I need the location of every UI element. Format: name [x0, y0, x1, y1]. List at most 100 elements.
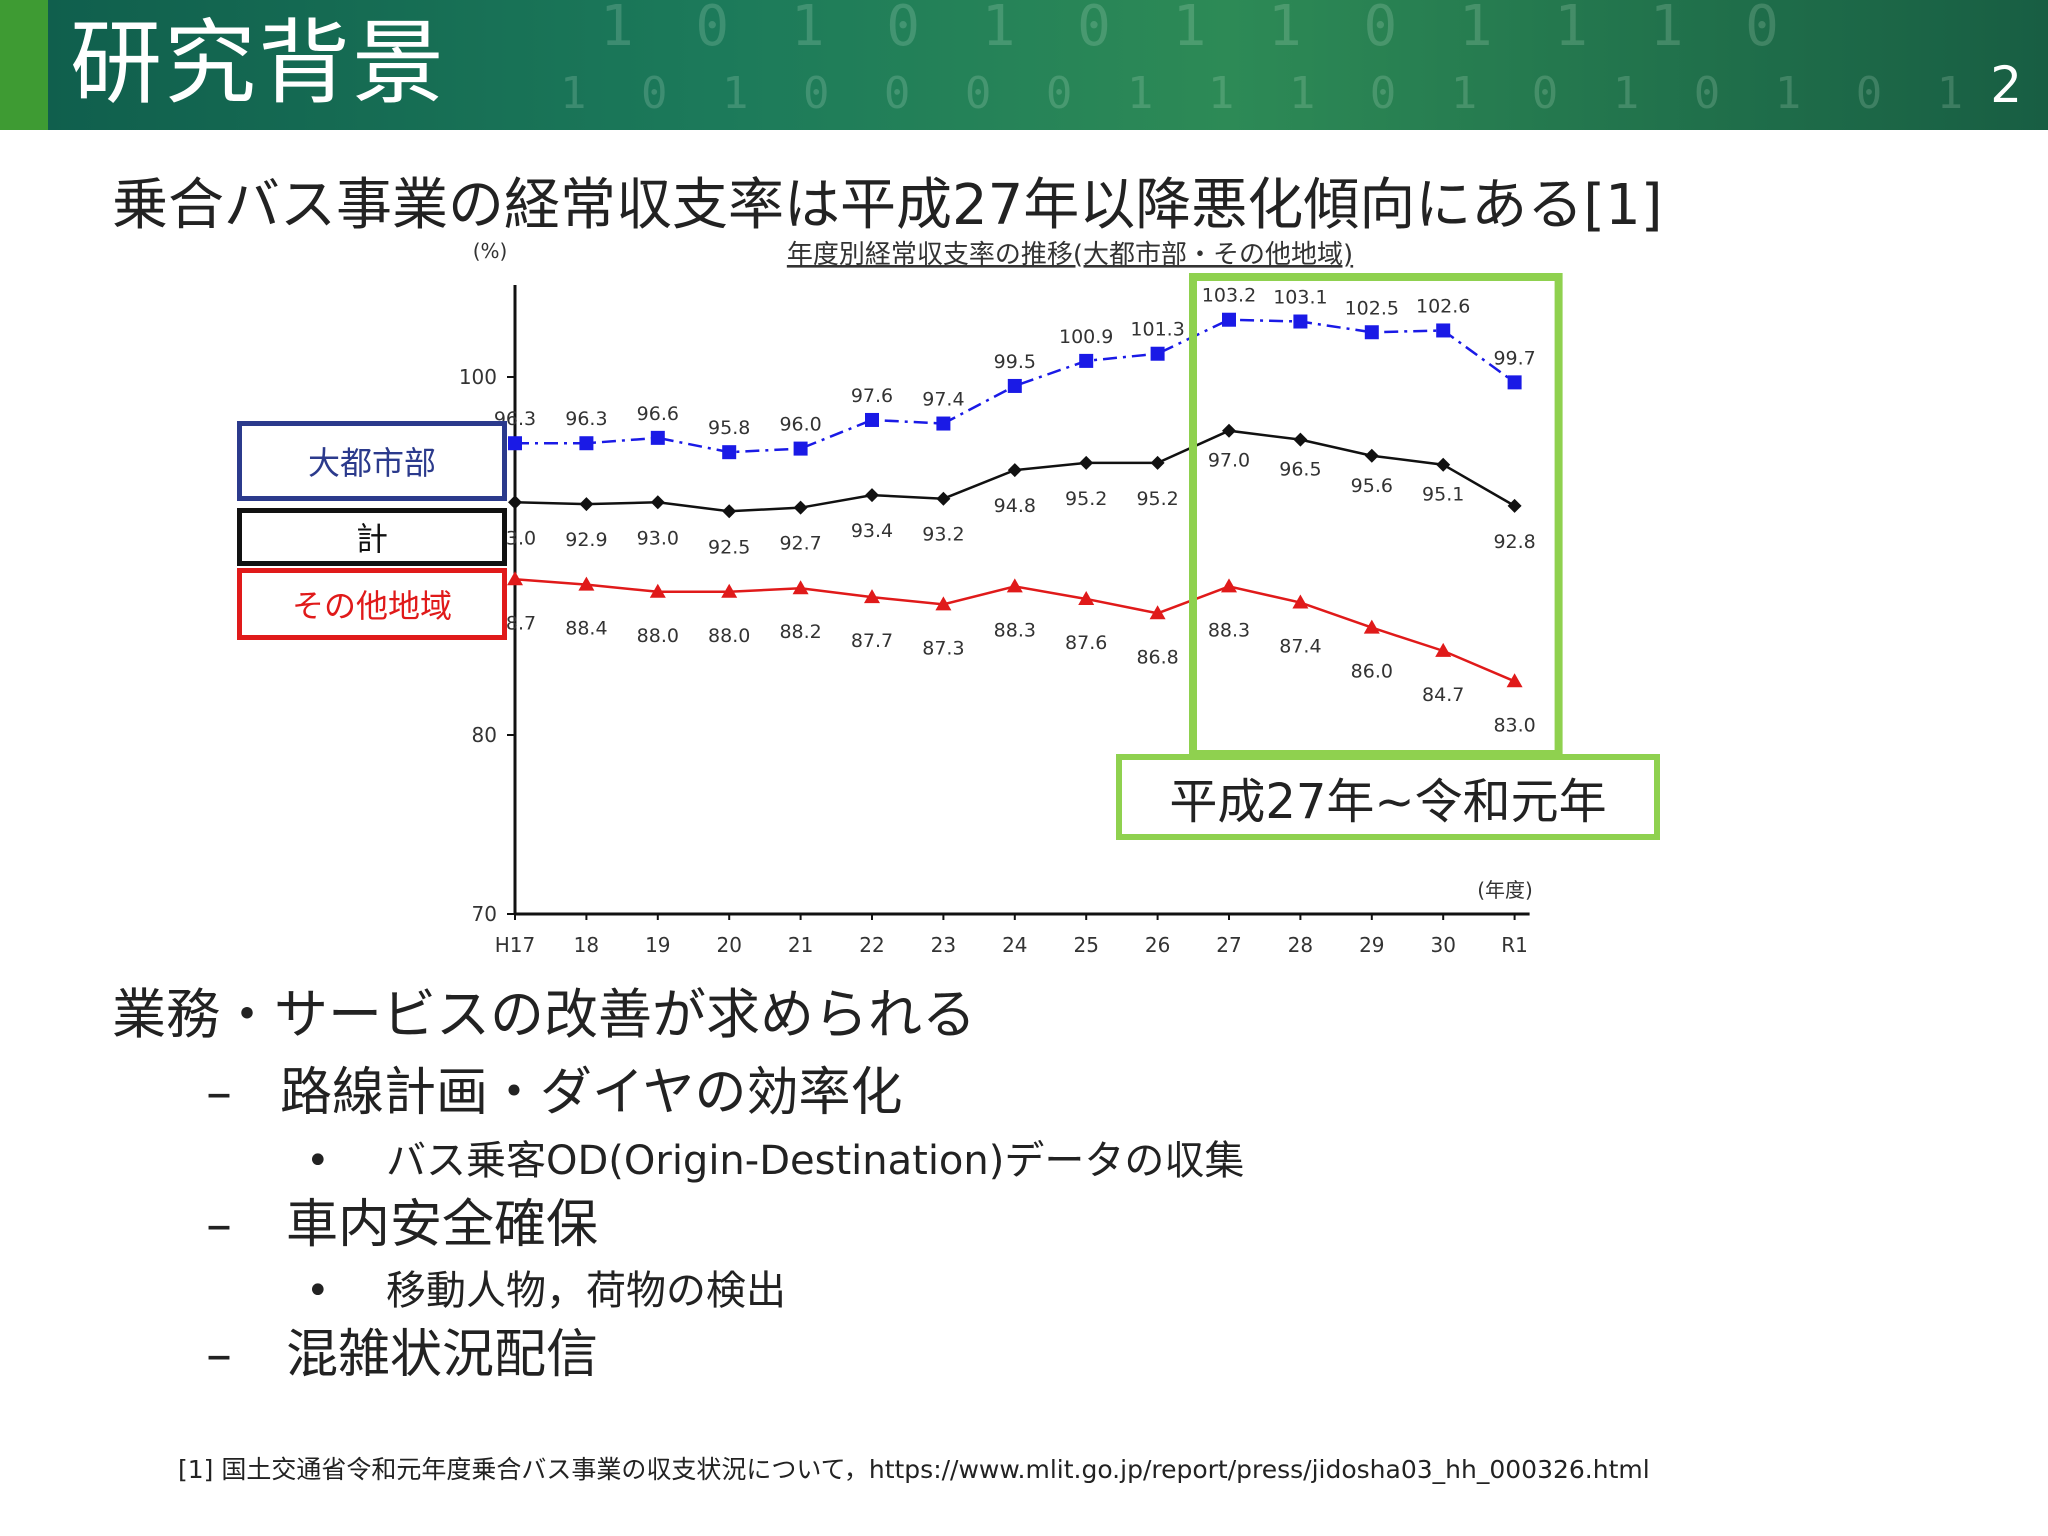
- list-item: – 車内安全確保: [206, 1182, 598, 1257]
- sub-list-item: • バス乗客OD(Origin-Destination)データの収集: [306, 1128, 1244, 1186]
- sub-list-item-label: バス乗客OD(Origin-Destination)データの収集: [386, 1138, 1245, 1184]
- data-point: [508, 436, 522, 451]
- page-number: 2: [1990, 56, 2022, 114]
- data-label: 88.2: [779, 621, 821, 643]
- data-label: 86.0: [1351, 661, 1393, 683]
- data-point: [865, 412, 879, 427]
- data-label: 96.3: [565, 408, 607, 430]
- data-point: [1007, 463, 1022, 478]
- data-point: [1078, 590, 1095, 605]
- main-bullet: 業務・サービスの改善が求められる: [112, 983, 976, 1046]
- data-point: [1293, 432, 1308, 447]
- data-point: [793, 500, 808, 515]
- x-tick-label: 21: [788, 933, 813, 957]
- chart-title: 年度別経常収支率の推移(大都市部・その他地域): [787, 240, 1353, 270]
- data-label: 96.6: [637, 403, 679, 425]
- data-label: 83.0: [1493, 714, 1535, 736]
- chart-x-axis-label: (年度): [1477, 878, 1533, 902]
- data-point: [1292, 594, 1309, 609]
- data-point: [792, 580, 809, 595]
- data-point: [579, 497, 594, 512]
- list-item: – 路線計画・ダイヤの効率化: [206, 1050, 902, 1125]
- highlight-label: 平成27年~令和元年: [1169, 774, 1607, 830]
- data-point: [579, 436, 594, 451]
- list-item: – 混雑状況配信: [206, 1312, 598, 1387]
- y-tick-label: 100: [459, 365, 497, 389]
- data-label: 96.5: [1279, 459, 1321, 481]
- data-point: [936, 416, 951, 431]
- dot-marker: •: [306, 1138, 330, 1184]
- x-tick-label: 30: [1430, 933, 1455, 957]
- highlight-label-box: 平成27年~令和元年: [1116, 754, 1660, 840]
- data-point: [507, 571, 523, 586]
- data-label: 97.4: [922, 389, 964, 411]
- data-label: 93.4: [851, 520, 893, 542]
- data-label: 97.6: [851, 385, 893, 407]
- data-label: 95.8: [708, 417, 750, 439]
- legend-large-city: 大都市部: [237, 421, 507, 501]
- header-binary-decoration: 1 0 1 0 1 0 1 1 0 1 1 1 0: [600, 0, 1793, 59]
- slide-subtitle: 乗合バス事業の経常収支率は平成27年以降悪化傾向にある[1]: [112, 173, 1663, 238]
- legend-other-label: その他地域: [291, 587, 452, 625]
- data-label: 86.8: [1136, 646, 1178, 668]
- x-tick-label: 20: [716, 933, 741, 957]
- x-tick-label: 24: [1002, 933, 1027, 957]
- data-label: 102.6: [1416, 295, 1470, 317]
- sub-list-item: • 移動人物，荷物の検出: [306, 1258, 786, 1316]
- data-point: [1221, 578, 1237, 593]
- legend-large-city-label: 大都市部: [307, 444, 436, 482]
- data-label: 103.1: [1273, 287, 1327, 309]
- data-label: 99.5: [994, 351, 1036, 373]
- data-label: 101.3: [1130, 319, 1184, 341]
- x-tick-label: 18: [574, 933, 599, 957]
- slide-header: 1 0 1 0 1 0 1 1 0 1 1 1 0 1 0 1 0 0 0 0 …: [0, 0, 2048, 130]
- x-tick-label: H17: [495, 933, 536, 957]
- data-point: [935, 596, 952, 611]
- x-tick-label: 25: [1073, 933, 1098, 957]
- sub-list-item-label: 移動人物，荷物の検出: [386, 1268, 786, 1314]
- data-point: [722, 445, 737, 460]
- data-label: 88.0: [637, 625, 679, 647]
- chart-y-axis-label: (%): [473, 239, 508, 263]
- data-point: [1364, 448, 1379, 463]
- data-label: 94.8: [994, 495, 1036, 517]
- data-point: [1435, 642, 1452, 657]
- data-label: 95.6: [1351, 475, 1393, 497]
- legend-total: 計: [237, 508, 507, 566]
- data-point: [1293, 314, 1308, 329]
- header-accent-bar: [0, 0, 48, 130]
- data-point: [1507, 498, 1522, 513]
- x-tick-label: 26: [1145, 933, 1170, 957]
- data-point: [1150, 346, 1165, 361]
- y-tick-label: 80: [472, 723, 497, 747]
- data-label: 88.3: [994, 619, 1036, 641]
- list-item-label: 車内安全確保: [286, 1195, 599, 1255]
- dot-marker: •: [306, 1268, 330, 1314]
- x-tick-label: 28: [1288, 933, 1313, 957]
- data-label: 92.7: [779, 533, 821, 555]
- data-point: [1007, 378, 1022, 393]
- data-label: 88.0: [708, 625, 750, 647]
- data-point: [864, 589, 880, 604]
- data-point: [721, 583, 738, 598]
- x-tick-label: 23: [931, 933, 956, 957]
- list-item-label: 混雑状況配信: [286, 1325, 599, 1385]
- dash-marker: –: [206, 1195, 232, 1255]
- data-point: [650, 430, 665, 445]
- data-point: [936, 491, 951, 506]
- data-point: [1506, 673, 1523, 688]
- data-label: 84.7: [1422, 684, 1464, 706]
- x-tick-label: 22: [859, 933, 884, 957]
- data-point: [1079, 455, 1094, 470]
- data-point: [793, 441, 808, 456]
- x-tick-label: 19: [645, 933, 670, 957]
- data-point: [649, 583, 666, 598]
- data-label: 95.2: [1065, 488, 1107, 510]
- data-label: 102.5: [1345, 297, 1399, 319]
- data-point: [1363, 619, 1380, 634]
- data-label: 87.7: [851, 630, 893, 652]
- data-point: [1222, 312, 1236, 327]
- data-label: 87.3: [922, 637, 964, 659]
- data-label: 88.4: [565, 618, 607, 640]
- data-point: [1079, 353, 1094, 368]
